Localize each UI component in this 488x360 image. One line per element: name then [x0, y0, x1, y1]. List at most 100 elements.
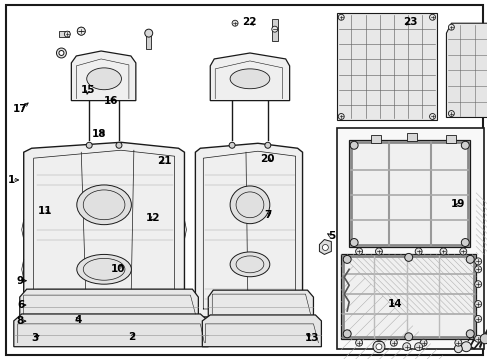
Circle shape [349, 239, 357, 247]
Circle shape [322, 244, 327, 251]
Text: 15: 15 [81, 85, 95, 95]
Text: 18: 18 [91, 129, 106, 139]
Circle shape [232, 20, 238, 26]
Circle shape [229, 142, 235, 148]
Text: 1: 1 [8, 175, 15, 185]
Circle shape [64, 31, 70, 37]
Bar [271, 19, 277, 41]
Circle shape [414, 343, 422, 351]
Circle shape [389, 339, 396, 346]
Text: 7: 7 [264, 210, 271, 220]
Text: 5: 5 [327, 231, 335, 242]
Circle shape [375, 344, 381, 350]
Bar [446, 135, 455, 143]
Circle shape [404, 253, 412, 261]
Circle shape [343, 330, 350, 338]
Circle shape [460, 239, 468, 247]
Polygon shape [446, 23, 488, 117]
Text: 6: 6 [18, 300, 25, 310]
Ellipse shape [77, 255, 131, 284]
Ellipse shape [230, 69, 269, 89]
Circle shape [447, 111, 453, 117]
Circle shape [404, 333, 412, 341]
Circle shape [474, 315, 481, 323]
Polygon shape [341, 255, 475, 339]
Circle shape [419, 339, 426, 346]
Text: 17: 17 [13, 104, 28, 114]
Circle shape [447, 24, 453, 30]
Circle shape [459, 248, 466, 255]
Circle shape [375, 248, 382, 255]
Circle shape [56, 48, 66, 58]
Circle shape [428, 113, 435, 120]
Circle shape [474, 281, 481, 288]
Bar [337, 129, 483, 349]
Ellipse shape [86, 68, 121, 90]
Circle shape [460, 342, 470, 352]
Polygon shape [348, 140, 469, 247]
Circle shape [59, 50, 64, 55]
Circle shape [86, 142, 92, 148]
Text: 13: 13 [305, 333, 319, 343]
Bar [337, 13, 436, 121]
Text: 22: 22 [242, 17, 256, 27]
Text: 3: 3 [31, 333, 39, 343]
Circle shape [428, 14, 435, 20]
Circle shape [460, 141, 468, 149]
Bar [60, 31, 69, 37]
Circle shape [355, 248, 362, 255]
Text: 19: 19 [450, 199, 464, 209]
Polygon shape [202, 315, 321, 347]
Text: 10: 10 [111, 264, 125, 274]
Circle shape [343, 255, 350, 264]
Text: 11: 11 [38, 206, 53, 216]
Circle shape [439, 248, 446, 255]
Text: 9: 9 [17, 276, 24, 286]
Circle shape [144, 29, 152, 37]
Bar [406, 133, 416, 141]
Circle shape [414, 248, 421, 255]
Text: 12: 12 [146, 212, 160, 222]
Text: 2: 2 [128, 332, 135, 342]
Text: 16: 16 [103, 96, 118, 106]
Circle shape [479, 334, 488, 344]
Polygon shape [208, 290, 313, 317]
Text: 23: 23 [403, 17, 417, 27]
Circle shape [271, 26, 277, 32]
Text: 20: 20 [260, 154, 274, 163]
Text: 4: 4 [75, 315, 82, 325]
Circle shape [474, 266, 481, 273]
Circle shape [474, 258, 481, 265]
Circle shape [453, 345, 461, 353]
Circle shape [77, 27, 85, 35]
Circle shape [338, 113, 344, 120]
Circle shape [338, 14, 344, 20]
Polygon shape [20, 289, 198, 317]
Circle shape [466, 330, 473, 338]
Circle shape [349, 141, 357, 149]
Circle shape [474, 335, 481, 342]
Circle shape [454, 339, 461, 346]
Polygon shape [195, 143, 302, 317]
Polygon shape [14, 314, 208, 347]
Polygon shape [210, 53, 289, 100]
Ellipse shape [230, 186, 269, 224]
Circle shape [77, 27, 85, 35]
Circle shape [466, 255, 473, 264]
Circle shape [116, 142, 122, 148]
Ellipse shape [230, 252, 269, 277]
Polygon shape [71, 51, 136, 100]
Polygon shape [24, 142, 184, 317]
Circle shape [402, 343, 410, 351]
Polygon shape [319, 239, 331, 255]
Text: 14: 14 [387, 299, 402, 309]
Ellipse shape [77, 185, 131, 225]
Circle shape [355, 339, 362, 346]
Text: 8: 8 [17, 316, 24, 326]
Circle shape [264, 142, 270, 148]
Bar [145, 33, 150, 49]
Circle shape [372, 341, 384, 353]
Circle shape [474, 301, 481, 307]
Bar [370, 135, 380, 143]
Text: 21: 21 [157, 157, 171, 166]
